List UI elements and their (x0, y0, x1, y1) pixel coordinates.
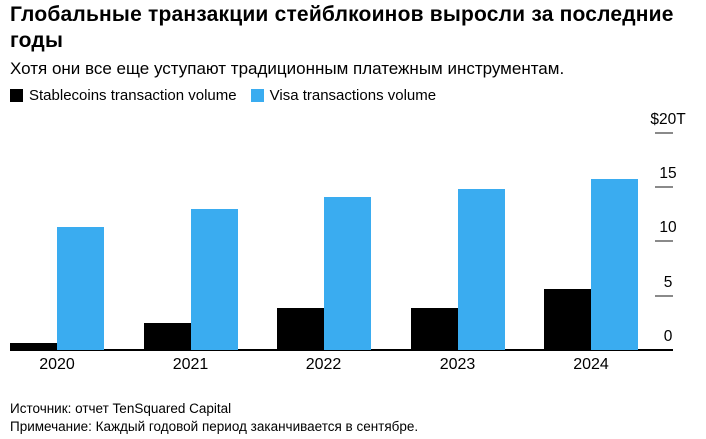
x-axis-label-2023: 2023 (439, 356, 476, 373)
legend-item-visa: Visa transactions volume (250, 87, 437, 104)
bar-stablecoins-2023 (410, 308, 458, 350)
legend-item-stablecoins: Stablecoins transaction volume (10, 87, 237, 104)
bar-visa-2021 (190, 209, 238, 350)
bar-stablecoins-2021 (143, 323, 191, 350)
legend-swatch-icon (10, 89, 23, 102)
bar-visa-2024 (591, 179, 638, 350)
y-axis-label: 5 (663, 273, 673, 291)
y-axis-label: 15 (659, 164, 677, 182)
chart-title: Глобальные транзакции стейблкоинов вырос… (10, 3, 674, 52)
x-axis-label-2022: 2022 (305, 356, 342, 373)
y-axis-tick (655, 185, 673, 188)
y-axis-label: 0 (663, 328, 673, 345)
chart-legend: Stablecoins transaction volume Visa trans… (10, 87, 450, 104)
bar-visa-2023 (457, 189, 505, 350)
chart-subtitle: Хотя они все еще уступают традиционным п… (10, 59, 565, 78)
x-axis-label-2021: 2021 (172, 356, 209, 373)
bar-visa-2022 (323, 197, 371, 350)
legend-label: Visa transactions volume (269, 87, 437, 104)
x-axis-label-2020: 2020 (39, 356, 75, 373)
x-axis-label-2024: 2024 (573, 356, 609, 373)
bar-stablecoins-2022 (276, 308, 324, 350)
y-axis-tick (655, 294, 673, 297)
x-axis-line (10, 349, 673, 351)
legend-swatch-icon (250, 89, 264, 102)
bar-stablecoins-2020 (10, 343, 57, 350)
y-axis-label: 10 (659, 219, 677, 237)
source-note: Источник: отчет TenSquared Capital (10, 401, 232, 416)
chart-footer: Источник: отчет TenSquared Capital Приме… (10, 400, 702, 435)
bar-stablecoins-2024 (544, 289, 591, 350)
y-axis-tick (655, 131, 673, 134)
y-axis-label: $20T (650, 110, 686, 128)
bar-visa-2020 (57, 227, 104, 350)
period-note: Примечание: Каждый годовой период заканч… (10, 418, 419, 434)
legend-label: Stablecoins transaction volume (29, 87, 237, 104)
y-axis-tick (655, 240, 673, 243)
